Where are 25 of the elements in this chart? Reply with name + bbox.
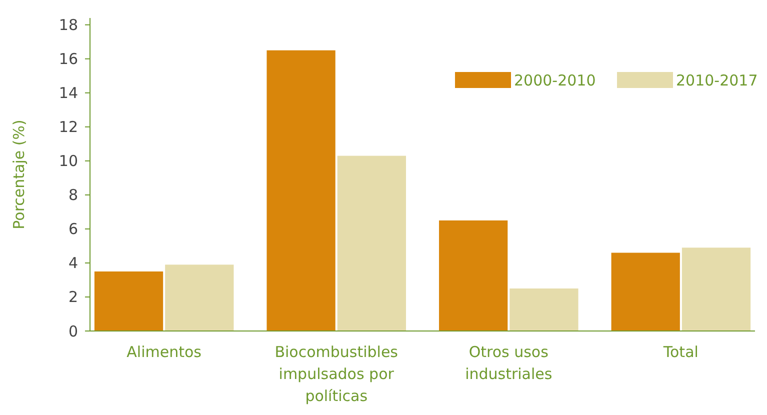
y-tick-label: 4 xyxy=(68,254,78,272)
x-tick-label: Otros usos industriales xyxy=(465,343,552,383)
y-tick-label: 16 xyxy=(58,50,78,68)
x-tick-label: Biocombustibles impulsados por políticas xyxy=(274,343,398,405)
bar xyxy=(439,220,508,331)
y-tick-label: 8 xyxy=(68,186,78,204)
y-tick-label: 6 xyxy=(68,220,78,238)
legend-label: 2010-2017 xyxy=(676,71,758,90)
bar xyxy=(266,50,336,331)
y-tick-label: 18 xyxy=(58,16,78,34)
bar xyxy=(682,248,751,331)
x-tick-label: Total xyxy=(662,343,698,361)
legend-label: 2000-2010 xyxy=(514,71,596,90)
y-tick-label: 12 xyxy=(58,118,78,136)
y-tick-label: 10 xyxy=(58,152,78,170)
bar xyxy=(611,252,680,331)
bar xyxy=(94,271,164,331)
bar xyxy=(337,156,406,331)
bar xyxy=(165,264,234,331)
bar xyxy=(510,288,578,331)
x-tick-label: Alimentos xyxy=(126,343,202,361)
y-tick-label: 0 xyxy=(68,322,78,340)
y-tick-label: 2 xyxy=(68,288,78,306)
y-axis-title: Porcentaje (%) xyxy=(10,120,28,230)
y-tick-label: 14 xyxy=(58,84,78,102)
